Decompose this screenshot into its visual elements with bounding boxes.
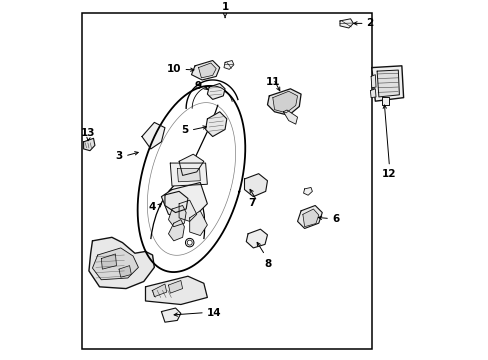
Text: 1: 1	[221, 2, 228, 12]
Polygon shape	[370, 75, 375, 88]
Text: 3: 3	[115, 151, 122, 161]
Polygon shape	[246, 229, 267, 248]
Polygon shape	[164, 192, 187, 212]
Text: 13: 13	[81, 128, 95, 138]
Polygon shape	[267, 89, 301, 115]
Circle shape	[185, 238, 194, 247]
Text: 11: 11	[265, 77, 280, 87]
Polygon shape	[179, 154, 203, 175]
Polygon shape	[152, 284, 166, 297]
Polygon shape	[369, 89, 375, 98]
Polygon shape	[168, 280, 182, 293]
Polygon shape	[303, 188, 312, 195]
Text: 5: 5	[181, 125, 188, 135]
Polygon shape	[83, 138, 95, 151]
Polygon shape	[205, 112, 226, 136]
Polygon shape	[302, 209, 318, 227]
Text: 4: 4	[148, 202, 155, 212]
Polygon shape	[101, 254, 116, 269]
Polygon shape	[161, 308, 181, 322]
Polygon shape	[272, 91, 297, 113]
Polygon shape	[283, 110, 297, 124]
Circle shape	[187, 240, 192, 245]
Text: 6: 6	[331, 213, 339, 224]
Polygon shape	[189, 211, 207, 235]
Polygon shape	[371, 66, 403, 101]
Bar	[81, 13, 371, 349]
Text: 7: 7	[248, 198, 255, 208]
Polygon shape	[92, 248, 138, 280]
Polygon shape	[198, 63, 216, 78]
Polygon shape	[170, 163, 207, 186]
Text: 8: 8	[264, 259, 271, 269]
Text: 14: 14	[206, 308, 221, 318]
Polygon shape	[297, 206, 322, 229]
Text: 10: 10	[167, 64, 181, 75]
Polygon shape	[376, 70, 399, 97]
Polygon shape	[191, 60, 219, 80]
Polygon shape	[224, 60, 233, 69]
Polygon shape	[142, 122, 164, 149]
Text: 2: 2	[365, 18, 372, 28]
Polygon shape	[244, 174, 267, 197]
Polygon shape	[145, 276, 207, 305]
Polygon shape	[339, 19, 353, 28]
Polygon shape	[89, 237, 154, 289]
Polygon shape	[381, 97, 388, 105]
Polygon shape	[179, 200, 196, 221]
Polygon shape	[207, 84, 224, 99]
Polygon shape	[177, 168, 200, 182]
Text: 12: 12	[382, 169, 396, 179]
Polygon shape	[168, 206, 186, 227]
Polygon shape	[168, 220, 184, 241]
Text: 9: 9	[194, 81, 201, 91]
Polygon shape	[119, 266, 131, 277]
Polygon shape	[161, 183, 207, 218]
